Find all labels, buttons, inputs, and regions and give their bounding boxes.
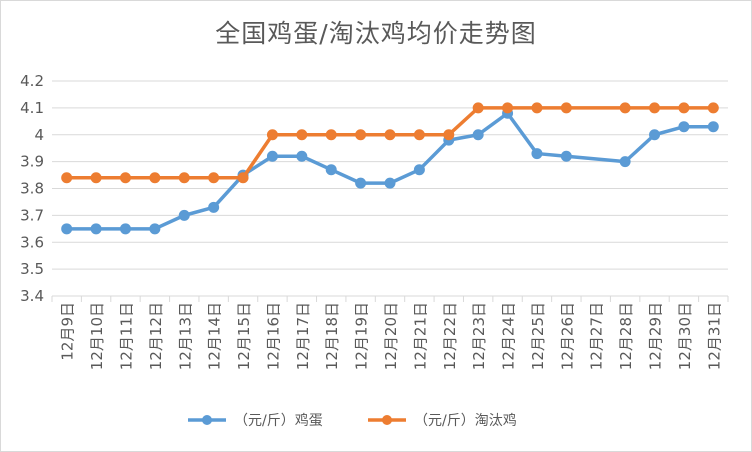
legend-marker <box>382 415 392 425</box>
x-tick-label: 12月24日 <box>500 302 518 370</box>
legend-item-1: （元/斤）鸡蛋 <box>188 412 323 429</box>
data-point <box>531 148 543 160</box>
data-point <box>119 172 131 184</box>
y-tick-label: 3.8 <box>20 180 44 198</box>
x-tick-label: 12月31日 <box>705 302 723 370</box>
data-point <box>325 164 337 176</box>
data-point <box>178 172 190 184</box>
x-tick-label: 12月10日 <box>88 302 106 370</box>
data-point <box>707 121 719 133</box>
x-tick-label: 12月28日 <box>617 302 635 370</box>
x-tick-label: 12月9日 <box>59 302 77 361</box>
x-tick-label: 12月13日 <box>176 302 194 370</box>
x-tick-label: 12月22日 <box>441 302 459 370</box>
data-point <box>296 129 308 141</box>
data-point <box>413 164 425 176</box>
axis-layer: 3.4 3.5 3.6 3.7 3.8 3.9 4 4.1 4.2 12月9日 12月10日 12月1… <box>20 72 729 370</box>
data-point <box>619 102 631 114</box>
y-tick-label: 3.4 <box>20 287 44 305</box>
legend-label: （元/斤）鸡蛋 <box>234 412 323 429</box>
data-point <box>443 129 455 141</box>
data-point <box>237 172 249 184</box>
data-point <box>61 223 73 235</box>
data-point <box>208 201 220 213</box>
x-tick-label: 12月25日 <box>529 302 547 370</box>
x-tick-label: 12月30日 <box>676 302 694 370</box>
data-point <box>384 129 396 141</box>
series-layer <box>61 102 719 235</box>
data-point <box>149 172 161 184</box>
x-tick-label: 12月12日 <box>147 302 165 370</box>
legend-layer: （元/斤）鸡蛋 （元/斤）淘汰鸡 <box>188 412 517 429</box>
x-tick-label: 12月20日 <box>382 302 400 370</box>
data-point <box>119 223 131 235</box>
x-tick-label: 12月15日 <box>235 302 253 370</box>
data-point <box>355 129 367 141</box>
data-point <box>90 223 102 235</box>
y-tick-label: 4.2 <box>20 72 44 90</box>
data-point <box>355 177 367 189</box>
x-tick-label: 12月17日 <box>294 302 312 370</box>
series-line <box>66 111 714 231</box>
legend-item-2: （元/斤）淘汰鸡 <box>368 412 517 429</box>
chart-title: 全国鸡蛋/淘汰鸡均价走势图 <box>215 19 537 48</box>
y-tick-label: 3.7 <box>20 206 44 224</box>
legend-label: （元/斤）淘汰鸡 <box>414 412 517 429</box>
y-tick-label: 3.9 <box>20 153 44 171</box>
data-point <box>531 102 543 114</box>
x-tick-label: 12月18日 <box>323 302 341 370</box>
data-point <box>472 102 484 114</box>
data-point <box>619 156 631 168</box>
x-tick-label: 12月21日 <box>411 302 429 370</box>
data-point <box>178 209 190 221</box>
data-point <box>560 150 572 162</box>
y-tick-label: 4.1 <box>20 99 44 117</box>
data-point <box>560 102 572 114</box>
x-tick-label: 12月27日 <box>588 302 606 370</box>
x-tick-label: 12月29日 <box>647 302 665 370</box>
data-point <box>707 102 719 114</box>
x-tick-label: 12月14日 <box>206 302 224 370</box>
series-2 <box>61 102 719 184</box>
x-tick-label: 12月23日 <box>470 302 488 370</box>
data-point <box>649 129 661 141</box>
data-point <box>678 121 690 133</box>
y-tick-label: 3.5 <box>20 260 44 278</box>
data-point <box>678 102 690 114</box>
data-point <box>296 150 308 162</box>
data-point <box>413 129 425 141</box>
data-point <box>649 102 661 114</box>
data-point <box>266 150 278 162</box>
data-point <box>61 172 73 184</box>
series-line <box>66 106 714 180</box>
x-tick-label: 12月19日 <box>353 302 371 370</box>
y-tick-label: 4 <box>34 126 44 144</box>
x-tick-label: 12月16日 <box>264 302 282 370</box>
data-point <box>90 172 102 184</box>
data-point <box>325 129 337 141</box>
y-tick-label: 3.6 <box>20 233 44 251</box>
x-tick-label: 12月26日 <box>558 302 576 370</box>
data-point <box>208 172 220 184</box>
legend-marker <box>202 415 212 425</box>
data-point <box>149 223 161 235</box>
data-point <box>472 129 484 141</box>
data-point <box>502 102 514 114</box>
data-point <box>266 129 278 141</box>
data-point <box>384 177 396 189</box>
x-tick-label: 12月11日 <box>117 302 135 370</box>
